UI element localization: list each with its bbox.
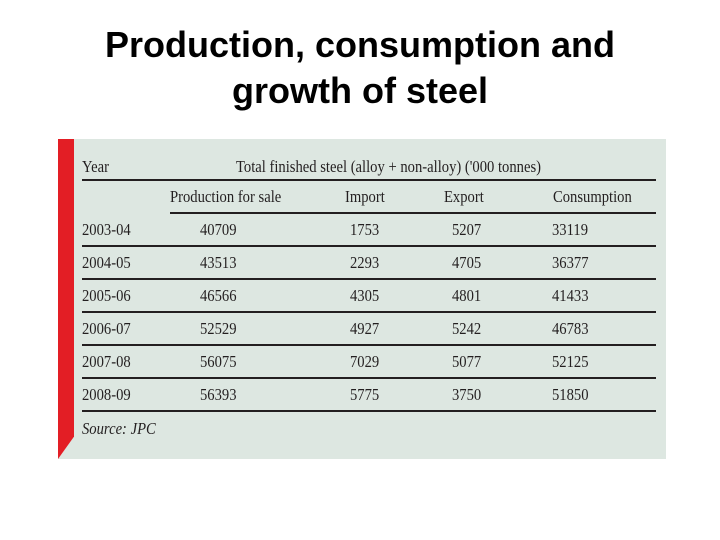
year-cell: 2004-05: [82, 253, 131, 272]
total-steel-header: Total finished steel (alloy + non-alloy)…: [236, 157, 542, 176]
import-header: Import: [345, 187, 385, 206]
table-row: 2004-05 43513 2293 4705 36377: [82, 247, 656, 280]
year-cell: 2005-06: [82, 286, 131, 305]
consumption-cell: 41433: [552, 286, 589, 305]
source-note: Source: JPC: [82, 419, 156, 438]
year-cell: 2008-09: [82, 385, 131, 404]
import-cell: 4305: [350, 286, 380, 305]
table-panel: Year Total finished steel (alloy + non-a…: [58, 139, 666, 459]
export-cell: 3750: [452, 385, 482, 404]
import-cell: 5775: [350, 385, 380, 404]
production-cell: 52529: [200, 319, 237, 338]
consumption-cell: 51850: [552, 385, 589, 404]
title-line-2: growth of steel: [231, 70, 488, 111]
production-cell: 43513: [200, 253, 237, 272]
export-cell: 5077: [452, 352, 482, 371]
consumption-cell: 46783: [552, 319, 589, 338]
consumption-header: Consumption: [553, 187, 632, 206]
year-cell: 2003-04: [82, 220, 131, 239]
production-cell: 56393: [200, 385, 237, 404]
steel-table: Year Total finished steel (alloy + non-a…: [82, 151, 656, 412]
import-cell: 2293: [350, 253, 380, 272]
year-header: Year: [82, 157, 109, 176]
table-header-row-1: Year Total finished steel (alloy + non-a…: [82, 151, 656, 181]
export-cell: 5242: [452, 319, 482, 338]
import-cell: 7029: [350, 352, 380, 371]
consumption-cell: 33119: [552, 220, 589, 239]
table-row: 2005-06 46566 4305 4801 41433: [82, 280, 656, 313]
table-header-row-2: Production for sale Import Export Consum…: [170, 181, 656, 214]
year-cell: 2006-07: [82, 319, 131, 338]
table-row: 2007-08 56075 7029 5077 52125: [82, 346, 656, 379]
production-cell: 46566: [200, 286, 237, 305]
import-cell: 1753: [350, 220, 380, 239]
accent-bar: [58, 139, 74, 459]
export-cell: 5207: [452, 220, 482, 239]
table-row: 2006-07 52529 4927 5242 46783: [82, 313, 656, 346]
export-cell: 4705: [452, 253, 482, 272]
production-cell: 40709: [200, 220, 237, 239]
title-line-1: Production, consumption and: [105, 24, 615, 65]
year-cell: 2007-08: [82, 352, 131, 371]
import-cell: 4927: [350, 319, 380, 338]
slide-title: Production, consumption and growth of st…: [0, 22, 720, 114]
production-cell: 56075: [200, 352, 237, 371]
production-header: Production for sale: [170, 187, 282, 206]
export-header: Export: [444, 187, 484, 206]
table-row: 2003-04 40709 1753 5207 33119: [82, 214, 656, 247]
consumption-cell: 52125: [552, 352, 589, 371]
table-row: 2008-09 56393 5775 3750 51850: [82, 379, 656, 412]
consumption-cell: 36377: [552, 253, 589, 272]
export-cell: 4801: [452, 286, 482, 305]
